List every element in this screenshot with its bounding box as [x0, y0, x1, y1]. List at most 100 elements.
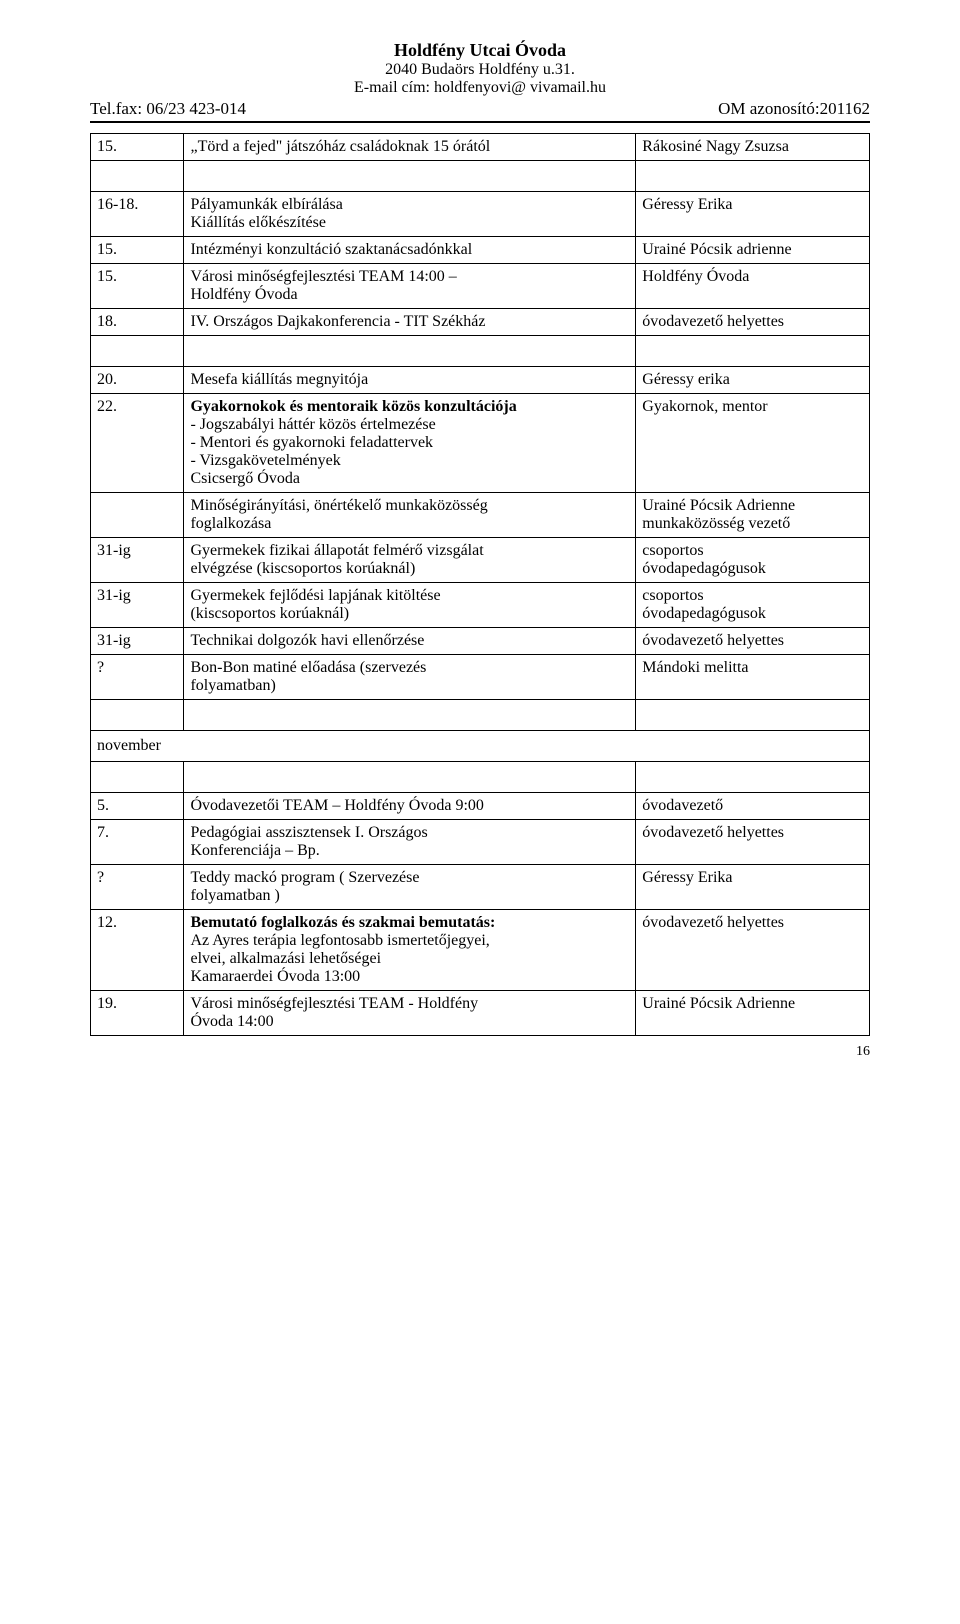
line: Gyermekek fizikai állapotát felmérő vizs…	[190, 542, 483, 559]
line: Pedagógiai asszisztensek I. Országos	[190, 824, 427, 841]
month-row: november	[91, 731, 870, 762]
header: Holdfény Utcai Óvoda 2040 Budaörs Holdfé…	[90, 40, 870, 97]
cell-desc: Óvodavezetői TEAM – Holdfény Óvoda 9:00	[184, 793, 636, 820]
cell-desc: „Törd a fejed" játszóház családoknak 15 …	[184, 134, 636, 161]
header-tel: Tel.fax: 06/23 423-014	[90, 99, 246, 119]
cell-desc: Gyermekek fejlődési lapjának kitöltése (…	[184, 583, 636, 628]
cell-desc: Gyakornokok és mentoraik közös konzultác…	[184, 394, 636, 493]
spacer-row	[91, 762, 870, 793]
line: - Mentori és gyakornoki feladattervek	[190, 434, 433, 451]
line: csoportos	[642, 542, 703, 559]
line: - Jogszabályi háttér közös értelmezése	[190, 416, 435, 433]
line: Gyermekek fejlődési lapjának kitöltése	[190, 587, 440, 604]
spacer-row	[91, 336, 870, 367]
cell-person: Rákosiné Nagy Zsuzsa	[636, 134, 870, 161]
line: munkaközösség vezető	[642, 515, 790, 532]
cell-desc: Városi minőségfejlesztési TEAM - Holdfén…	[184, 991, 636, 1036]
cell-person: óvodavezető helyettes	[636, 910, 870, 991]
cell-date: 12.	[91, 910, 184, 991]
line: Teddy mackó program ( Szervezése	[190, 869, 419, 886]
cell-desc: Technikai dolgozók havi ellenőrzése	[184, 628, 636, 655]
cell-desc: Minőségirányítási, önértékelő munkaközös…	[184, 493, 636, 538]
line: Kamaraerdei Óvoda 13:00	[190, 968, 360, 985]
cell-date: 31-ig	[91, 583, 184, 628]
line: óvodapedagógusok	[642, 605, 766, 622]
cell-person: Holdfény Óvoda	[636, 264, 870, 309]
line: folyamatban )	[190, 887, 279, 904]
cell-desc: IV. Országos Dajkakonferencia - TIT Szék…	[184, 309, 636, 336]
cell-date: 15.	[91, 264, 184, 309]
cell-date: 16-18.	[91, 192, 184, 237]
cell-person: Géressy Erika	[636, 865, 870, 910]
cell-person: óvodavezető helyettes	[636, 628, 870, 655]
line: Városi minőségfejlesztési TEAM 14:00 –	[190, 268, 456, 285]
line-bold: Gyakornokok és mentoraik közös konzultác…	[190, 398, 516, 415]
cell-person: óvodavezető	[636, 793, 870, 820]
cell-person: óvodavezető helyettes	[636, 820, 870, 865]
line: óvodapedagógusok	[642, 560, 766, 577]
header-bottom-row: Tel.fax: 06/23 423-014 OM azonosító:2011…	[90, 99, 870, 123]
header-title: Holdfény Utcai Óvoda	[90, 40, 870, 61]
schedule-table: 15. „Törd a fejed" játszóház családoknak…	[90, 133, 870, 1036]
line: foglalkozása	[190, 515, 271, 532]
cell-desc: Bon-Bon matiné előadása (szervezés folya…	[184, 655, 636, 700]
line: Konferenciája – Bp.	[190, 842, 319, 859]
table-row: 7. Pedagógiai asszisztensek I. Országos …	[91, 820, 870, 865]
line: Óvoda 14:00	[190, 1013, 273, 1030]
table-row: 15. „Törd a fejed" játszóház családoknak…	[91, 134, 870, 161]
cell-date: 15.	[91, 237, 184, 264]
cell-desc: Mesefa kiállítás megnyitója	[184, 367, 636, 394]
line: Pályamunkák elbírálása	[190, 196, 342, 213]
table-row: 22. Gyakornokok és mentoraik közös konzu…	[91, 394, 870, 493]
header-address: 2040 Budaörs Holdfény u.31.	[90, 61, 870, 79]
cell-desc: Teddy mackó program ( Szervezése folyama…	[184, 865, 636, 910]
cell-date: 18.	[91, 309, 184, 336]
line: elvégzése (kiscsoportos korúaknál)	[190, 560, 415, 577]
line-bold: Bemutató foglalkozás és szakmai bemutatá…	[190, 914, 495, 931]
cell-person: Géressy Erika	[636, 192, 870, 237]
line: elvei, alkalmazási lehetőségei	[190, 950, 381, 967]
page: Holdfény Utcai Óvoda 2040 Budaörs Holdfé…	[0, 0, 960, 1076]
table-row: ? Teddy mackó program ( Szervezése folya…	[91, 865, 870, 910]
line: Az Ayres terápia legfontosabb ismertetőj…	[190, 932, 489, 949]
spacer-row	[91, 161, 870, 192]
cell-desc: Gyermekek fizikai állapotát felmérő vizs…	[184, 538, 636, 583]
line: - Vizsgakövetelmények	[190, 452, 340, 469]
cell-desc: Bemutató foglalkozás és szakmai bemutatá…	[184, 910, 636, 991]
cell-desc: Városi minőségfejlesztési TEAM 14:00 – H…	[184, 264, 636, 309]
cell-person: Gyakornok, mentor	[636, 394, 870, 493]
cell-date: ?	[91, 655, 184, 700]
cell-desc: Pályamunkák elbírálása Kiállítás előkész…	[184, 192, 636, 237]
month-cell: november	[91, 731, 870, 762]
table-row: 19. Városi minőségfejlesztési TEAM - Hol…	[91, 991, 870, 1036]
table-row: 16-18. Pályamunkák elbírálása Kiállítás …	[91, 192, 870, 237]
cell-date	[91, 493, 184, 538]
cell-person: Urainé Pócsik Adrienne	[636, 991, 870, 1036]
table-row: ? Bon-Bon matiné előadása (szervezés fol…	[91, 655, 870, 700]
cell-person: Géressy erika	[636, 367, 870, 394]
page-number: 16	[856, 1044, 870, 1060]
table-row: 18. IV. Országos Dajkakonferencia - TIT …	[91, 309, 870, 336]
line: Urainé Pócsik Adrienne	[642, 497, 795, 514]
cell-date: 19.	[91, 991, 184, 1036]
cell-date: 31-ig	[91, 538, 184, 583]
table-row: 5. Óvodavezetői TEAM – Holdfény Óvoda 9:…	[91, 793, 870, 820]
line: Kiállítás előkészítése	[190, 214, 326, 231]
table-row: 31-ig Technikai dolgozók havi ellenőrzés…	[91, 628, 870, 655]
cell-date: 22.	[91, 394, 184, 493]
table-row: 20. Mesefa kiállítás megnyitója Géressy …	[91, 367, 870, 394]
cell-person: Urainé Pócsik adrienne	[636, 237, 870, 264]
table-row: 31-ig Gyermekek fizikai állapotát felmér…	[91, 538, 870, 583]
line: csoportos	[642, 587, 703, 604]
line: Bon-Bon matiné előadása (szervezés	[190, 659, 426, 676]
cell-date: 5.	[91, 793, 184, 820]
table-row: 15. Intézményi konzultáció szaktanácsadó…	[91, 237, 870, 264]
table-row: 12. Bemutató foglalkozás és szakmai bemu…	[91, 910, 870, 991]
cell-desc: Pedagógiai asszisztensek I. Országos Kon…	[184, 820, 636, 865]
cell-date: 15.	[91, 134, 184, 161]
header-email: E-mail cím: holdfenyovi@ vivamail.hu	[90, 79, 870, 97]
cell-person: csoportos óvodapedagógusok	[636, 538, 870, 583]
spacer-row	[91, 700, 870, 731]
cell-date: ?	[91, 865, 184, 910]
table-row: Minőségirányítási, önértékelő munkaközös…	[91, 493, 870, 538]
